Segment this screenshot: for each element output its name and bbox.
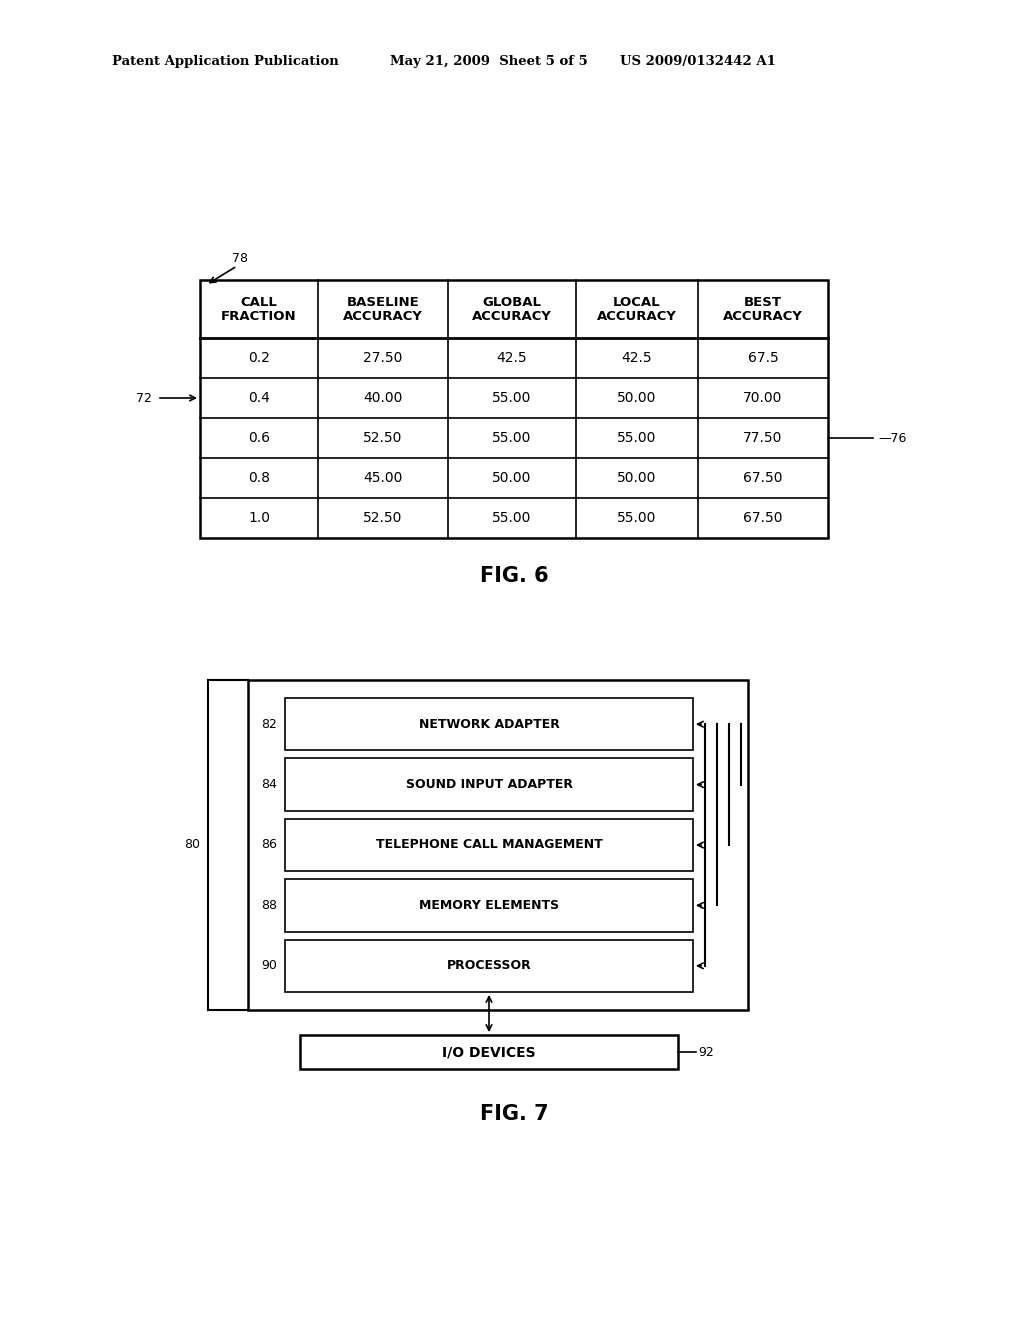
Text: 40.00: 40.00 [364,391,402,405]
Text: 50.00: 50.00 [617,471,656,484]
Bar [248,680,748,1010]
Text: 92: 92 [698,1045,714,1059]
Text: 1.0: 1.0 [248,511,270,525]
Text: 72: 72 [136,392,152,404]
Bar [285,818,693,871]
Text: 55.00: 55.00 [493,511,531,525]
Text: 52.50: 52.50 [364,511,402,525]
Text: 86: 86 [261,838,278,851]
Text: PROCESSOR: PROCESSOR [446,960,531,973]
Text: 80: 80 [184,838,200,851]
Text: 77.50: 77.50 [743,432,782,445]
Text: 82: 82 [261,718,278,731]
Text: SOUND INPUT ADAPTER: SOUND INPUT ADAPTER [406,777,572,791]
Text: 42.5: 42.5 [622,351,652,366]
Text: BEST
ACCURACY: BEST ACCURACY [723,296,803,322]
Text: 50.00: 50.00 [493,471,531,484]
Text: 52.50: 52.50 [364,432,402,445]
Text: GLOBAL
ACCURACY: GLOBAL ACCURACY [472,296,552,322]
Text: 0.8: 0.8 [248,471,270,484]
Text: 45.00: 45.00 [364,471,402,484]
Text: TELEPHONE CALL MANAGEMENT: TELEPHONE CALL MANAGEMENT [376,838,602,851]
Text: 50.00: 50.00 [617,391,656,405]
Text: 67.50: 67.50 [743,471,782,484]
Text: —76: —76 [878,432,906,445]
Text: I/O DEVICES: I/O DEVICES [442,1045,536,1059]
Text: 55.00: 55.00 [617,511,656,525]
Text: 27.50: 27.50 [364,351,402,366]
Text: Patent Application Publication: Patent Application Publication [112,55,339,69]
Text: MEMORY ELEMENTS: MEMORY ELEMENTS [419,899,559,912]
Text: 0.2: 0.2 [248,351,270,366]
Text: 67.50: 67.50 [743,511,782,525]
Text: NETWORK ADAPTER: NETWORK ADAPTER [419,718,559,731]
Text: 55.00: 55.00 [617,432,656,445]
Text: 55.00: 55.00 [493,391,531,405]
Text: 70.00: 70.00 [743,391,782,405]
Text: 78: 78 [232,252,248,264]
Text: FIG. 6: FIG. 6 [479,566,548,586]
Text: 0.4: 0.4 [248,391,270,405]
Bar [285,940,693,993]
Bar [285,879,693,932]
Text: 42.5: 42.5 [497,351,527,366]
Text: 67.5: 67.5 [748,351,778,366]
Text: LOCAL
ACCURACY: LOCAL ACCURACY [597,296,677,322]
Bar [285,698,693,750]
Text: US 2009/0132442 A1: US 2009/0132442 A1 [620,55,776,69]
Text: BASELINE
ACCURACY: BASELINE ACCURACY [343,296,423,322]
Bar [300,1035,678,1069]
Text: May 21, 2009  Sheet 5 of 5: May 21, 2009 Sheet 5 of 5 [390,55,588,69]
Text: 88: 88 [261,899,278,912]
Text: 55.00: 55.00 [493,432,531,445]
Text: 0.6: 0.6 [248,432,270,445]
Bar [200,280,828,539]
Bar [285,759,693,810]
Text: 84: 84 [261,777,278,791]
Text: FIG. 7: FIG. 7 [479,1104,548,1125]
Text: CALL
FRACTION: CALL FRACTION [221,296,297,322]
Text: 90: 90 [261,960,278,973]
